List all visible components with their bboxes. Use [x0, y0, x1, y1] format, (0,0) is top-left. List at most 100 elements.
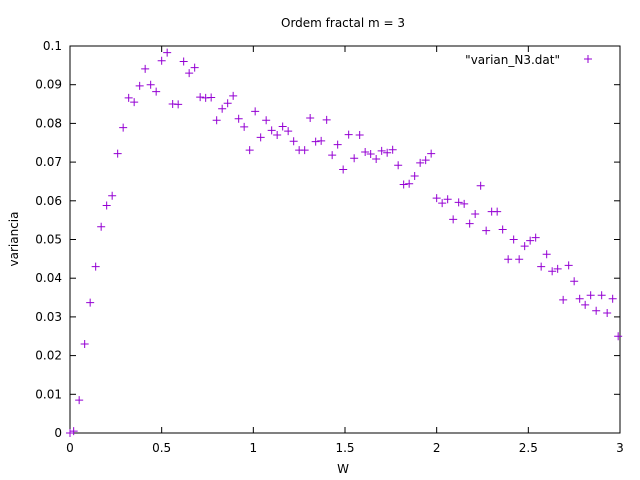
x-tick-label: 0 — [66, 441, 74, 455]
data-point — [520, 242, 529, 251]
data-point — [311, 137, 320, 146]
data-point — [306, 113, 315, 122]
data-point — [66, 429, 74, 437]
plot-area-frame — [69, 45, 621, 434]
data-point — [559, 295, 568, 304]
y-axis: 0 0.01 0.02 0.03 0.04 0.05 0.06 0.07 0.08 0.09 0.1 — [35, 39, 620, 440]
data-point — [152, 87, 161, 96]
y-tick-label: 0.08 — [35, 116, 62, 130]
data-point — [113, 149, 122, 158]
data-point — [597, 291, 606, 300]
data-point — [570, 277, 579, 286]
data-point — [454, 198, 463, 207]
data-point — [383, 148, 392, 157]
data-point — [399, 180, 408, 189]
y-axis-label: variancia — [7, 212, 21, 267]
data-point — [196, 93, 205, 102]
data-point — [108, 191, 117, 200]
data-point — [124, 93, 133, 102]
data-point — [119, 123, 128, 132]
y-tick-label: 0.07 — [35, 155, 62, 169]
data-point — [586, 291, 595, 300]
data-point — [603, 309, 612, 318]
data-point — [179, 57, 188, 66]
data-point — [284, 127, 293, 136]
data-point — [256, 133, 265, 142]
data-point — [438, 199, 447, 208]
data-point — [86, 298, 95, 307]
data-point — [504, 255, 513, 264]
data-point — [344, 130, 353, 139]
data-point — [262, 116, 271, 125]
data-point — [405, 179, 414, 188]
data-point — [614, 332, 623, 341]
data-point — [251, 107, 260, 116]
data-point — [482, 226, 491, 235]
data-point — [394, 161, 403, 170]
y-tick-label: 0.02 — [35, 349, 62, 363]
data-point — [509, 235, 518, 244]
data-point — [146, 80, 155, 89]
data-point — [300, 146, 309, 155]
data-point — [212, 116, 221, 125]
y-tick-label: 0.06 — [35, 194, 62, 208]
x-axis-label: W — [337, 462, 349, 476]
legend-label: "varian_N3.dat" — [465, 53, 560, 67]
y-tick-label: 0.03 — [35, 310, 62, 324]
x-tick-label: 2 — [433, 441, 441, 455]
data-point — [421, 156, 430, 165]
data-point — [69, 427, 78, 436]
data-point — [608, 294, 617, 303]
data-point — [476, 181, 485, 190]
data-point — [460, 199, 469, 208]
data-point — [157, 56, 166, 65]
data-point — [245, 146, 254, 155]
y-tick-label: 0.09 — [35, 78, 62, 92]
data-point — [361, 148, 370, 157]
data-point — [575, 294, 584, 303]
data-point — [317, 136, 326, 145]
x-tick-label: 1 — [250, 441, 258, 455]
data-point — [493, 207, 502, 216]
data-point — [163, 48, 172, 57]
y-tick-label: 0.1 — [43, 39, 62, 53]
x-tick-label: 2.5 — [519, 441, 538, 455]
data-point — [289, 137, 298, 146]
data-point — [427, 149, 436, 158]
data-point — [97, 222, 106, 231]
data-point — [355, 131, 364, 140]
data-point — [223, 99, 232, 108]
x-tick-label: 0.5 — [152, 441, 171, 455]
data-point — [581, 300, 590, 309]
legend-marker-icon — [584, 55, 592, 63]
data-point — [207, 93, 216, 102]
data-point — [449, 215, 458, 224]
chart-title: Ordem fractal m = 3 — [281, 16, 405, 30]
data-point — [548, 267, 557, 276]
data-point — [218, 104, 227, 113]
data-point — [102, 201, 111, 210]
data-point — [273, 131, 282, 140]
data-point — [553, 264, 562, 273]
data-point — [531, 233, 540, 242]
data-point — [75, 396, 84, 405]
data-point — [526, 236, 535, 245]
data-point — [443, 195, 452, 204]
data-point — [537, 262, 546, 271]
y-tick-label: 0.04 — [35, 271, 62, 285]
data-point — [267, 126, 276, 135]
data-point — [174, 100, 183, 109]
data-point — [416, 158, 425, 167]
data-point — [141, 64, 150, 73]
data-point — [328, 151, 337, 160]
x-axis: 0 0.5 1 1.5 2 2.5 3 — [66, 46, 624, 455]
data-point — [91, 262, 100, 271]
data-point — [80, 339, 89, 348]
data-point — [278, 122, 287, 131]
data-point — [339, 165, 348, 174]
data-point — [377, 146, 386, 155]
data-point — [465, 219, 474, 228]
data-point — [498, 225, 507, 234]
x-tick-label: 1.5 — [335, 441, 354, 455]
